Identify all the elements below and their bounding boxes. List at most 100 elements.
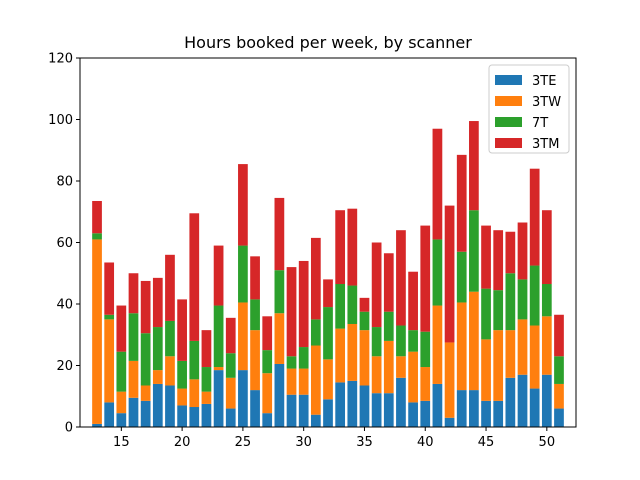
- bar-7t-week-19: [165, 320, 175, 357]
- bar-3tw-week-26: [250, 330, 260, 391]
- bar-7t-week-33: [335, 284, 346, 329]
- y-tick-label: 80: [56, 175, 73, 190]
- bar-7t-week-35: [359, 311, 370, 331]
- bar-3tm-week-22: [201, 330, 212, 368]
- bar-3tw-week-45: [481, 339, 491, 401]
- x-tick-label: 50: [539, 435, 556, 450]
- x-tick-label: 40: [417, 435, 434, 450]
- bar-3tw-week-27: [262, 373, 273, 414]
- bar-3tm-week-42: [444, 205, 455, 343]
- bar-7t-week-36: [371, 327, 382, 357]
- bar-3tm-week-45: [481, 225, 491, 289]
- bar-7t-week-25: [238, 245, 248, 303]
- legend-swatch-3tw: [495, 96, 522, 106]
- bar-3tm-week-18: [152, 277, 163, 328]
- bar-3te-week-21: [189, 407, 200, 427]
- bar-7t-week-51: [554, 356, 564, 384]
- bar-3te-week-43: [456, 390, 467, 427]
- bar-3tm-week-43: [456, 154, 467, 252]
- bar-3te-week-33: [335, 382, 346, 427]
- bar-7t-week-34: [347, 285, 358, 324]
- bar-7t-week-31: [310, 319, 321, 346]
- bar-7t-week-30: [298, 347, 309, 369]
- bar-7t-week-50: [541, 284, 552, 317]
- bar-3te-week-36: [371, 393, 382, 427]
- bar-7t-week-48: [517, 279, 528, 320]
- bar-3tw-week-48: [517, 319, 528, 375]
- bar-3te-week-30: [298, 394, 309, 427]
- bar-3tw-week-32: [323, 359, 333, 400]
- bar-3tw-week-44: [469, 291, 479, 391]
- bar-3te-week-20: [177, 405, 187, 427]
- bar-3te-week-17: [140, 400, 151, 427]
- bar-3tm-week-30: [298, 260, 309, 348]
- bar-3tm-week-44: [469, 121, 479, 211]
- bar-3tw-week-23: [213, 367, 224, 371]
- y-tick-label: 40: [56, 298, 73, 313]
- bar-7t-week-46: [493, 290, 504, 331]
- bar-3tm-week-34: [347, 208, 358, 286]
- bar-3tw-week-21: [189, 379, 200, 408]
- bar-3tm-week-14: [104, 262, 115, 315]
- bar-3te-week-39: [408, 402, 418, 427]
- bar-3te-week-38: [396, 377, 406, 427]
- bar-3tm-week-39: [408, 271, 418, 331]
- bar-3tw-week-13: [92, 239, 102, 424]
- bar-3te-week-37: [383, 393, 394, 427]
- bar-3tw-week-38: [396, 356, 406, 378]
- bar-7t-week-20: [177, 360, 187, 389]
- bar-3tw-week-43: [456, 302, 467, 391]
- bar-3tm-week-27: [262, 316, 273, 351]
- bar-3te-week-23: [213, 370, 224, 427]
- bar-3tw-week-49: [529, 325, 540, 389]
- bar-3te-week-15: [116, 413, 127, 427]
- bar-3tw-week-42: [444, 342, 455, 418]
- bar-3tw-week-18: [152, 370, 163, 384]
- legend-swatch-3te: [495, 75, 522, 85]
- bar-3te-week-32: [323, 399, 333, 427]
- bar-7t-week-43: [456, 251, 467, 303]
- bar-3tm-week-50: [541, 210, 552, 285]
- bar-3te-week-19: [165, 385, 175, 427]
- bar-3tm-week-19: [165, 254, 175, 321]
- bar-3te-week-26: [250, 390, 260, 427]
- legend-swatch-3tm: [495, 138, 522, 148]
- bar-7t-week-40: [420, 331, 431, 368]
- legend: 3TE 3TW 7T 3TM: [488, 64, 570, 154]
- bar-7t-week-32: [323, 307, 333, 360]
- bar-3tm-week-28: [274, 197, 285, 271]
- bar-3tm-week-51: [554, 314, 564, 357]
- bar-3tw-week-24: [225, 377, 236, 409]
- y-tick-label: 60: [56, 236, 73, 251]
- bar-7t-week-45: [481, 288, 491, 340]
- bar-3tw-week-46: [493, 330, 504, 401]
- y-tick-label: 100: [48, 113, 73, 128]
- bar-3tm-week-16: [128, 273, 139, 314]
- bar-7t-week-41: [432, 239, 443, 306]
- bar-3te-week-40: [420, 400, 431, 427]
- bar-3tw-week-15: [116, 391, 127, 414]
- bar-7t-week-24: [225, 353, 236, 378]
- bar-3te-week-25: [238, 370, 248, 427]
- bar-3te-week-13: [92, 423, 102, 427]
- bar-3tw-week-51: [554, 383, 564, 409]
- bar-3tm-week-15: [116, 305, 127, 352]
- chart-title: Hours booked per week, by scanner: [184, 33, 472, 52]
- bar-3tm-week-48: [517, 222, 528, 280]
- legend-label-7t: 7T: [532, 116, 548, 131]
- bar-3tw-week-30: [298, 368, 309, 395]
- bar-7t-week-22: [201, 367, 212, 392]
- x-tick-label: 30: [295, 435, 312, 450]
- bar-7t-week-21: [189, 340, 200, 380]
- bar-3tm-week-40: [420, 225, 431, 332]
- legend-label-3te: 3TE: [532, 74, 556, 89]
- bar-3tm-week-38: [396, 230, 406, 326]
- bar-3tw-week-20: [177, 388, 187, 406]
- bar-3tw-week-37: [383, 340, 394, 394]
- legend-label-3tm: 3TM: [532, 137, 559, 152]
- legend-box: [488, 64, 570, 154]
- bar-7t-week-39: [408, 330, 418, 352]
- bar-3te-week-49: [529, 388, 540, 427]
- bar-7t-week-49: [529, 265, 540, 326]
- bar-3te-week-41: [432, 383, 443, 427]
